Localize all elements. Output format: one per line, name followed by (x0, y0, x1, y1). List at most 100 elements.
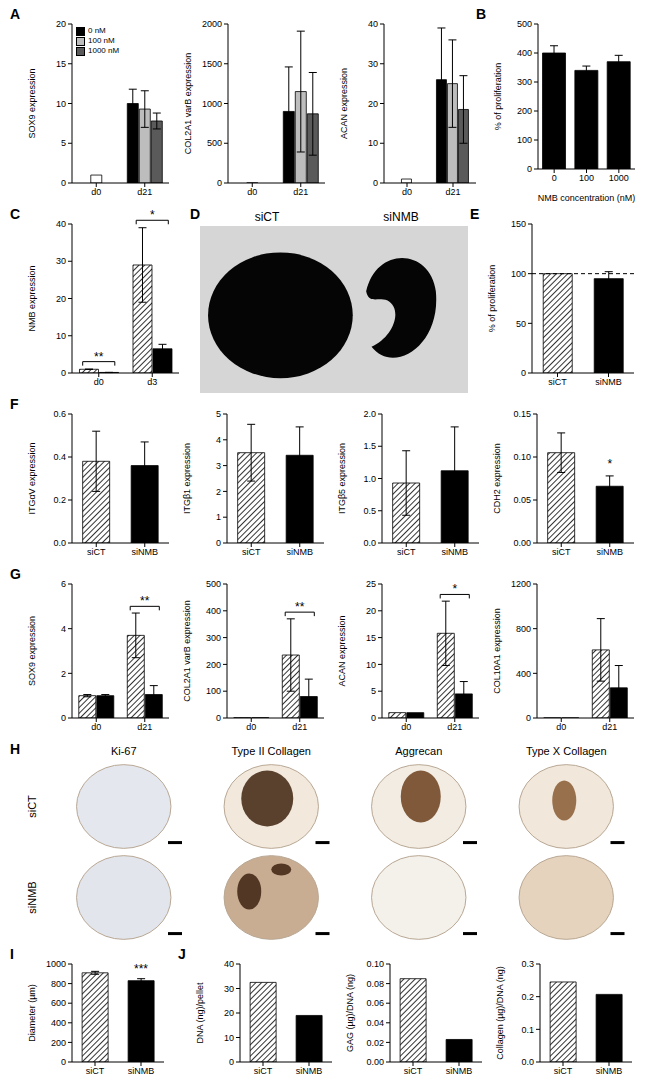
svg-text:0.05: 0.05 (513, 495, 531, 505)
svg-text:0: 0 (61, 1057, 66, 1067)
svg-text:800: 800 (51, 979, 66, 989)
svg-text:0.1: 0.1 (521, 1025, 534, 1035)
svg-text:2.0: 2.0 (363, 409, 376, 419)
svg-text:400: 400 (206, 606, 221, 616)
svg-text:siCT: siCT (255, 210, 280, 224)
svg-text:siNMB: siNMB (128, 1066, 155, 1076)
svg-text:Collagen (µg)/DNA (ng): Collagen (µg)/DNA (ng) (495, 966, 505, 1060)
svg-text:1000: 1000 (46, 959, 66, 969)
svg-text:0: 0 (61, 368, 66, 378)
svg-text:d0: d0 (402, 187, 412, 197)
svg-text:20: 20 (368, 99, 378, 109)
svg-text:40: 40 (56, 219, 66, 229)
svg-text:0.2: 0.2 (521, 992, 534, 1002)
svg-text:siNMB: siNMB (596, 1066, 623, 1076)
svg-text:d21: d21 (447, 722, 462, 732)
svg-text:d21: d21 (292, 722, 307, 732)
svg-text:siCT: siCT (404, 1066, 423, 1076)
svg-text:1500: 1500 (202, 59, 222, 69)
svg-text:15: 15 (366, 633, 376, 643)
svg-text:10: 10 (224, 1033, 234, 1043)
svg-text:10: 10 (366, 660, 376, 670)
svg-text:0.2: 0.2 (53, 495, 66, 505)
svg-text:COL2A1 varB expression: COL2A1 varB expression (183, 53, 193, 155)
svg-text:d0: d0 (401, 722, 411, 732)
svg-text:0.00: 0.00 (513, 538, 531, 548)
svg-text:1000: 1000 (202, 99, 222, 109)
svg-text:siNMB: siNMB (383, 210, 418, 224)
svg-text:siNMB: siNMB (595, 377, 622, 387)
svg-text:d21: d21 (602, 722, 617, 732)
svg-text:d3: d3 (147, 377, 157, 387)
svg-text:100: 100 (206, 686, 221, 696)
svg-text:30: 30 (56, 256, 66, 266)
svg-text:200: 200 (517, 106, 532, 116)
svg-text:ACAN expression: ACAN expression (339, 68, 349, 139)
svg-text:Type II Collagen: Type II Collagen (232, 745, 312, 757)
svg-text:300: 300 (206, 633, 221, 643)
svg-text:Type X Collagen: Type X Collagen (526, 745, 607, 757)
svg-text:0: 0 (552, 173, 557, 183)
svg-text:0: 0 (217, 178, 222, 188)
svg-text:0: 0 (216, 538, 221, 548)
svg-text:0.02: 0.02 (366, 1038, 384, 1048)
svg-text:0.0: 0.0 (53, 538, 66, 548)
svg-text:Aggrecan: Aggrecan (395, 745, 442, 757)
svg-text:siNMB: siNMB (597, 547, 624, 557)
svg-text:NMB expression: NMB expression (27, 265, 37, 331)
svg-text:30: 30 (224, 984, 234, 994)
svg-text:siNMB: siNMB (446, 1066, 473, 1076)
svg-text:400: 400 (51, 1018, 66, 1028)
svg-text:0.10: 0.10 (366, 959, 384, 969)
svg-text:400: 400 (516, 669, 531, 679)
svg-text:20: 20 (56, 19, 66, 29)
svg-text:d21: d21 (445, 187, 460, 197)
svg-text:20: 20 (56, 294, 66, 304)
svg-text:500: 500 (517, 19, 532, 29)
svg-text:0: 0 (61, 713, 66, 723)
svg-text:200: 200 (206, 660, 221, 670)
svg-text:NMB concentration (nM): NMB concentration (nM) (538, 193, 636, 203)
svg-text:15: 15 (56, 59, 66, 69)
svg-text:ITGαV expression: ITGαV expression (27, 442, 37, 514)
svg-text:0.10: 0.10 (513, 452, 531, 462)
svg-text:800: 800 (516, 624, 531, 634)
svg-text:*: * (452, 582, 457, 596)
svg-text:0: 0 (373, 178, 378, 188)
svg-text:10: 10 (368, 138, 378, 148)
svg-text:10: 10 (56, 331, 66, 341)
svg-text:0: 0 (371, 713, 376, 723)
svg-text:0: 0 (521, 368, 526, 378)
svg-text:ITGβ5 expression: ITGβ5 expression (337, 443, 347, 514)
svg-text:siCT: siCT (552, 547, 571, 557)
svg-text:siNMB: siNMB (442, 547, 469, 557)
svg-text:siCT: siCT (242, 547, 261, 557)
svg-text:d21: d21 (137, 187, 152, 197)
svg-text:0.4: 0.4 (53, 452, 66, 462)
svg-text:siCT: siCT (548, 377, 567, 387)
svg-text:siNMB: siNMB (287, 547, 314, 557)
svg-text:2: 2 (216, 487, 221, 497)
svg-text:0.06: 0.06 (366, 998, 384, 1008)
svg-text:200: 200 (51, 1038, 66, 1048)
svg-text:d21: d21 (137, 722, 152, 732)
svg-text:ACAN expression: ACAN expression (337, 615, 347, 686)
svg-text:d0: d0 (247, 187, 257, 197)
svg-text:100: 100 (517, 135, 532, 145)
svg-text:0.5: 0.5 (363, 506, 376, 516)
svg-text:d0: d0 (91, 722, 101, 732)
svg-text:300: 300 (517, 77, 532, 87)
svg-text:10: 10 (56, 99, 66, 109)
svg-text:0.0: 0.0 (363, 538, 376, 548)
svg-text:siCT: siCT (86, 1066, 105, 1076)
svg-text:siNMB: siNMB (26, 881, 38, 913)
svg-text:5: 5 (61, 138, 66, 148)
svg-text:**: ** (94, 350, 104, 364)
svg-text:100: 100 (579, 173, 594, 183)
svg-text:4: 4 (216, 435, 221, 445)
svg-text:500: 500 (207, 138, 222, 148)
svg-text:SOX9 expression: SOX9 expression (27, 68, 37, 138)
svg-text:GAG (µg)/DNA (ng): GAG (µg)/DNA (ng) (345, 974, 355, 1052)
svg-text:siCT: siCT (397, 547, 416, 557)
svg-text:0.0: 0.0 (521, 1057, 534, 1067)
